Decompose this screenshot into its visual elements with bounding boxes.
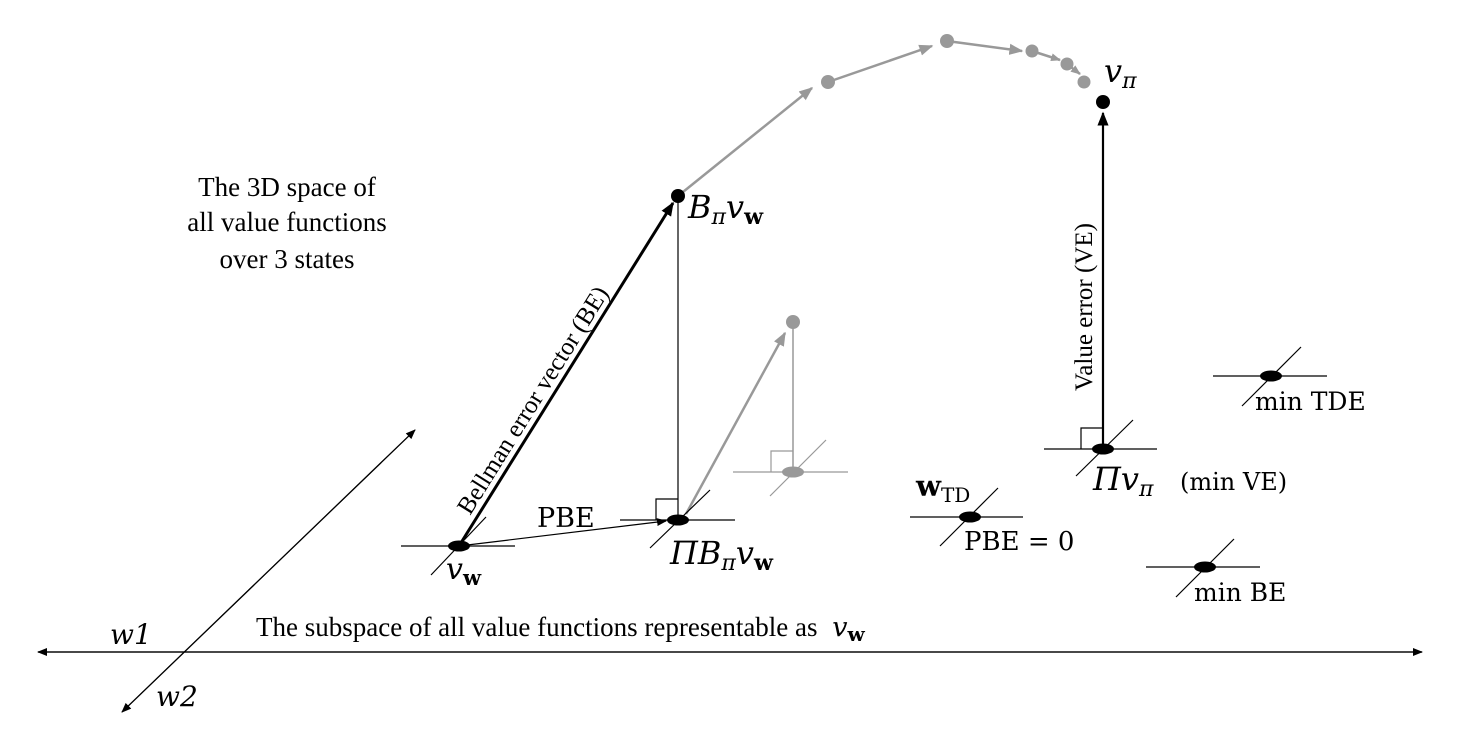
pbe-vector [458,518,667,547]
v-pi-point [1096,95,1110,109]
pbe-label: PBE [537,503,595,534]
pi-b-pi-v-w-point [620,489,735,549]
w-td-point [910,487,1023,547]
subspace-label: The subspace of all value functions repr… [256,612,866,646]
svg-text:all value functions: all value functions [187,207,386,237]
pbe-zero-label: PBE = 0 [964,527,1074,557]
svg-text:The 3D space of: The 3D space of [198,172,376,202]
bellman-error-label: Bellman error vector (BE) [452,282,614,519]
pi-v-pi-label: Πvπ [1092,460,1154,502]
bellman-iteration-points [821,34,1091,89]
bellman-error-vector [457,201,675,547]
w-td-label: wTD [915,469,970,507]
min-ve-label: (min VE) [1180,468,1287,496]
axis-w2-label: w2 [156,680,198,713]
w2-axis [121,429,416,713]
bellman-iteration-path [677,39,1081,197]
faded-projection [684,315,848,515]
pi-v-pi-point [1044,419,1157,477]
value-error-label: Value error (VE) [1071,223,1098,391]
v-pi-label: vπ [1104,52,1137,94]
pi-b-pi-v-w-label: ΠBπvw [669,534,774,576]
axis-w1-label: w1 [110,618,152,651]
space-label: The 3D space of all value functions over… [187,172,386,274]
min-be-point [1146,538,1260,598]
min-be-label: min BE [1194,578,1286,607]
svg-text:over 3 states: over 3 states [220,244,355,274]
v-w-label: vw [446,552,482,590]
b-pi-v-w-label: Bπvw [687,188,764,230]
min-tde-label: min TDE [1255,387,1366,416]
min-tde-point [1213,346,1327,407]
